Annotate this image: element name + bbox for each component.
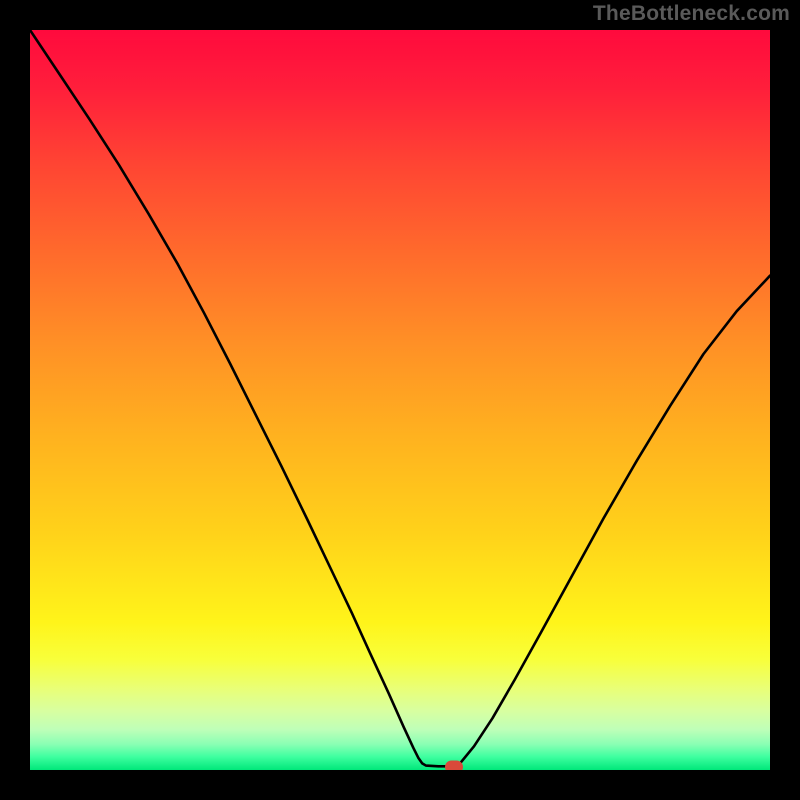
plot-area bbox=[30, 30, 770, 770]
chart-frame: TheBottleneck.com bbox=[0, 0, 800, 800]
curve-path bbox=[30, 30, 770, 766]
optimum-marker bbox=[445, 761, 463, 770]
bottleneck-curve bbox=[30, 30, 770, 770]
attribution-text: TheBottleneck.com bbox=[593, 2, 790, 26]
